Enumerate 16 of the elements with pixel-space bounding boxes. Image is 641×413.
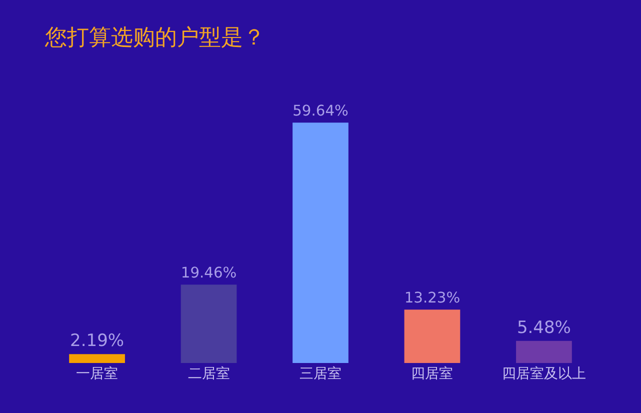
data-label: 13.23% — [404, 289, 460, 306]
bar — [516, 340, 572, 363]
data-label: 19.46% — [180, 264, 237, 282]
data-label: 59.64% — [292, 102, 348, 120]
x-tick-label: 二居室 — [188, 366, 230, 382]
bar — [292, 122, 348, 363]
data-label: 2.19% — [70, 331, 124, 352]
bar — [404, 310, 460, 363]
bar — [69, 354, 125, 363]
chart-title: 您打算选购的户型是？ — [44, 25, 265, 50]
bar — [180, 284, 237, 363]
data-label: 5.48% — [516, 318, 571, 338]
x-tick-label: 一居室 — [76, 366, 118, 382]
x-tick-label: 四居室 — [411, 366, 454, 382]
x-tick-label: 三居室 — [300, 366, 342, 382]
x-tick-label: 四居室及以上 — [502, 366, 586, 382]
